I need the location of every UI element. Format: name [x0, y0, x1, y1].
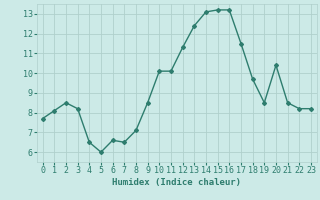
X-axis label: Humidex (Indice chaleur): Humidex (Indice chaleur)	[112, 178, 241, 187]
